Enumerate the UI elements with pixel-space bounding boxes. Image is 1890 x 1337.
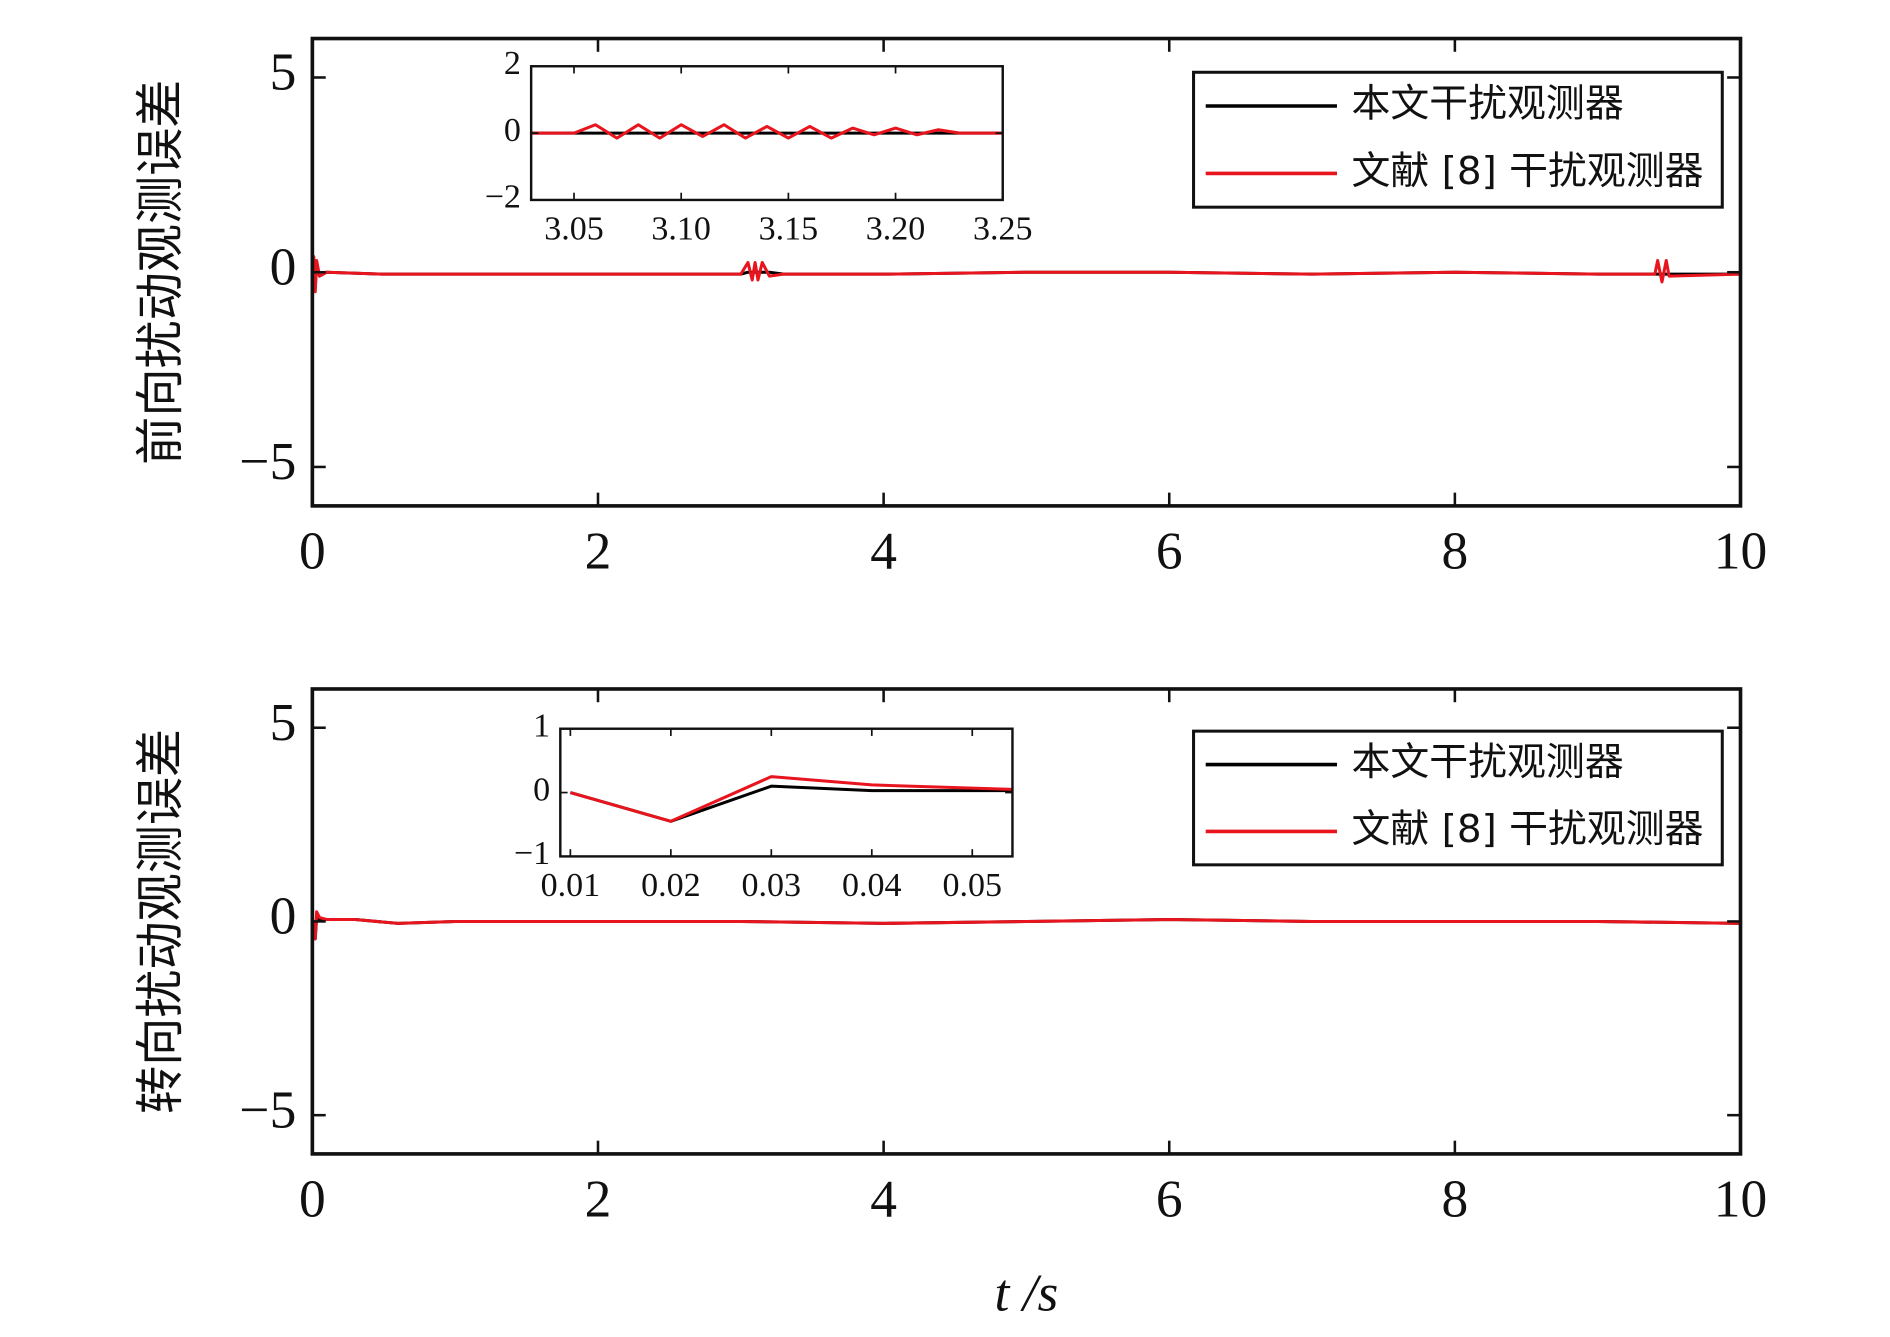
x-tick-label: 6 (1156, 522, 1183, 581)
y-tick-label: 0 (533, 771, 550, 808)
legend-label: 本文干扰观测器 (1352, 82, 1624, 127)
legend-label: 文献 [8] 干扰观测器 (1352, 149, 1704, 194)
x-tick-label: 0.05 (942, 867, 1002, 904)
x-tick-label: 8 (1442, 1170, 1469, 1229)
x-axis-label: t /s (994, 1264, 1058, 1323)
x-tick-label: 6 (1156, 1170, 1183, 1229)
y-tick-label: 1 (533, 708, 550, 745)
y-tick-label: −5 (239, 432, 296, 491)
y-axis-label: 转向扰动观测误差 (133, 729, 189, 1114)
legend-label: 文献 [8] 干扰观测器 (1352, 807, 1704, 852)
y-tick-label: 5 (270, 693, 297, 752)
legend-box (1192, 729, 1724, 867)
x-tick-label: 4 (870, 522, 897, 581)
y-tick-label: 5 (270, 43, 297, 102)
x-tick-label: 0 (299, 522, 326, 581)
x-tick-label: 0 (299, 1170, 326, 1229)
x-tick-label: 8 (1442, 522, 1469, 581)
y-tick-label: 2 (504, 45, 521, 82)
x-tick-label: 2 (585, 1170, 612, 1229)
legend-label: 本文干扰观测器 (1352, 740, 1624, 785)
series-line (312, 910, 1741, 941)
x-tick-label: 4 (870, 1170, 897, 1229)
x-tick-label: 3.05 (544, 211, 604, 248)
x-tick-label: 0.04 (842, 867, 902, 904)
y-tick-label: −1 (514, 835, 550, 872)
y-tick-label: 0 (270, 238, 297, 297)
x-tick-label: 10 (1714, 522, 1767, 581)
y-tick-label: 0 (270, 887, 297, 946)
y-tick-label: 0 (504, 112, 521, 149)
y-tick-label: −5 (239, 1081, 296, 1140)
series-line (531, 123, 1003, 140)
x-tick-label: 0.01 (541, 867, 601, 904)
series-line (569, 775, 1013, 823)
x-tick-label: 0.03 (742, 867, 802, 904)
x-tick-label: 0.02 (641, 867, 701, 904)
x-tick-label: 3.25 (973, 211, 1033, 248)
axes-box (529, 65, 1004, 202)
x-tick-label: 3.15 (759, 211, 819, 248)
legend-box (1192, 70, 1724, 209)
y-axis-label: 前向扰动观测误差 (133, 80, 189, 465)
x-tick-label: 3.10 (651, 211, 711, 248)
plot-area (560, 728, 1013, 857)
axes-box (559, 727, 1014, 858)
y-tick-label: −2 (485, 179, 521, 216)
x-tick-label: 2 (585, 522, 612, 581)
axes-box (310, 687, 1743, 1156)
series-line (310, 255, 1741, 294)
x-tick-label: 10 (1714, 1170, 1767, 1229)
axes-box (310, 36, 1743, 508)
x-tick-label: 3.20 (866, 211, 926, 248)
